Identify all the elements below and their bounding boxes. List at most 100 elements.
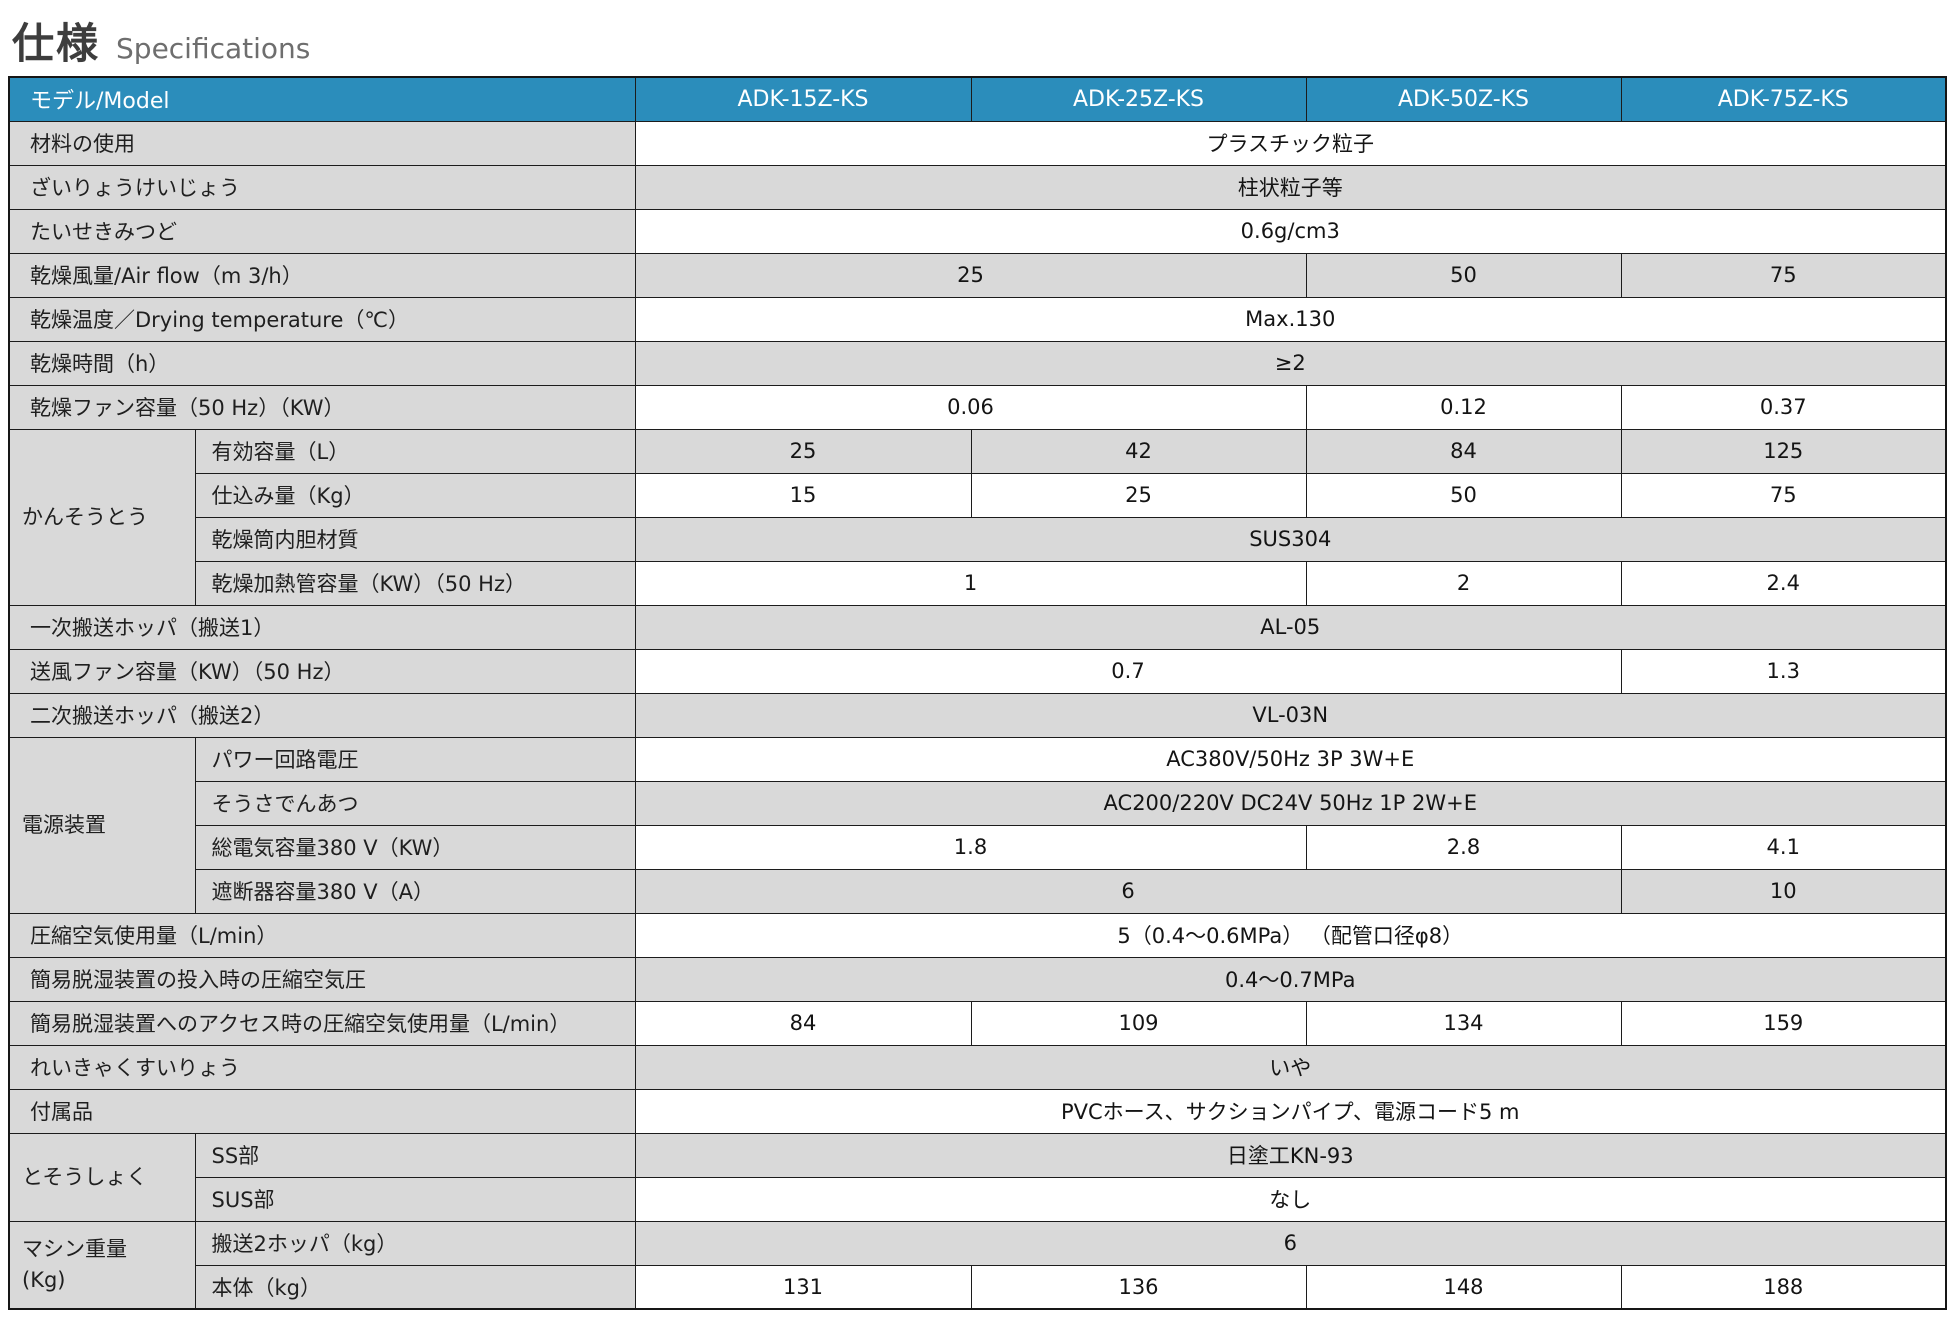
table-row: 本体（kg） 131 136 148 188 <box>9 1264 1947 1310</box>
row-label: 乾燥時間（h） <box>8 340 636 386</box>
table-row: たいせきみつど 0.6g/cm3 <box>8 208 1947 254</box>
cell-value: 159 <box>1620 1000 1947 1046</box>
cell-value: 1 <box>634 560 1307 606</box>
column-header-adk-25z-ks: ADK-25Z-KS <box>970 76 1307 122</box>
row-label: 乾燥風量/Air flow（m 3/h） <box>8 252 636 298</box>
cell-value: 日塗工KN-93 <box>634 1132 1947 1178</box>
page-title-english: Specifications <box>116 32 311 65</box>
row-label: 搬送2ホッパ（kg） <box>194 1220 636 1266</box>
table-row: 仕込み量（Kg） 15 25 50 75 <box>9 472 1947 518</box>
row-label: 簡易脱湿装置へのアクセス時の圧縮空気使用量（L/min） <box>8 1000 636 1046</box>
cell-value: 50 <box>1305 252 1622 298</box>
cell-value: AC380V/50Hz 3P 3W+E <box>634 736 1947 782</box>
cell-value: 42 <box>970 428 1307 474</box>
row-label: 乾燥ファン容量（50 Hz）（KW） <box>8 384 636 430</box>
page-title-japanese: 仕様 <box>12 19 101 68</box>
table-header-row: モデル/Model ADK-15Z-KS ADK-25Z-KS ADK-50Z-KS A… <box>8 76 1947 122</box>
cell-value: 109 <box>970 1000 1307 1046</box>
table-row: SUS部 なし <box>9 1176 1947 1222</box>
cell-value: 84 <box>634 1000 972 1046</box>
table-row: 材料の使用 プラスチック粒子 <box>8 120 1947 166</box>
row-label: ざいりょうけいじょう <box>8 164 636 210</box>
cell-value: 84 <box>1305 428 1622 474</box>
table-row: とそうしょく SS部 日塗工KN-93 <box>8 1132 1947 1222</box>
table-row: 圧縮空気使用量（L/min） 5（0.4～0.6MPa） （配管口径φ8） <box>8 912 1947 958</box>
cell-value: 25 <box>634 252 1307 298</box>
row-label: 本体（kg） <box>194 1264 636 1310</box>
row-label: れいきゃくすいりょう <box>8 1044 636 1090</box>
row-label: 仕込み量（Kg） <box>194 472 636 518</box>
cell-value: 4.1 <box>1620 824 1947 870</box>
group-label: 電源装置 <box>8 736 196 914</box>
cell-value: 2.8 <box>1305 824 1622 870</box>
cell-value: 125 <box>1620 428 1947 474</box>
row-label: 乾燥筒内胆材質 <box>194 516 636 562</box>
table-row: 乾燥筒内胆材質 SUS304 <box>9 516 1947 562</box>
cell-value: 131 <box>634 1264 972 1310</box>
row-label: たいせきみつど <box>8 208 636 254</box>
cell-value: AL-05 <box>634 604 1947 650</box>
table-row: 乾燥時間（h） ≥2 <box>8 340 1947 386</box>
cell-value: 5（0.4～0.6MPa） （配管口径φ8） <box>634 912 1947 958</box>
row-label: そうさでんあつ <box>194 780 636 826</box>
cell-value: 188 <box>1620 1264 1947 1310</box>
cell-value: 25 <box>970 472 1307 518</box>
cell-value: 0.37 <box>1620 384 1947 430</box>
cell-value: 0.4～0.7MPa <box>634 956 1947 1002</box>
cell-value: 6 <box>634 1220 1947 1266</box>
cell-value: 6 <box>634 868 1622 914</box>
row-label: SUS部 <box>194 1176 636 1222</box>
table-row: 簡易脱湿装置へのアクセス時の圧縮空気使用量（L/min） 84 109 134 159 <box>8 1000 1947 1046</box>
table-row: 送風ファン容量（KW）（50 Hz） 0.7 1.3 <box>8 648 1947 694</box>
cell-value: 148 <box>1305 1264 1622 1310</box>
cell-value: なし <box>634 1176 1947 1222</box>
cell-value: 0.06 <box>634 384 1307 430</box>
cell-value: 1.8 <box>634 824 1307 870</box>
cell-value: Max.130 <box>634 296 1947 342</box>
table-row: 乾燥風量/Air flow（m 3/h） 25 50 75 <box>8 252 1947 298</box>
row-label: 材料の使用 <box>8 120 636 166</box>
table-row: 電源装置 パワー回路電圧 AC380V/50Hz 3P 3W+E <box>8 736 1947 914</box>
cell-value: 0.7 <box>634 648 1622 694</box>
cell-value: AC200/220V DC24V 50Hz 1P 2W+E <box>634 780 1947 826</box>
column-header-model: モデル/Model <box>8 76 636 122</box>
column-header-adk-50z-ks: ADK-50Z-KS <box>1305 76 1622 122</box>
table-row: マシン重量 (Kg) 搬送2ホッパ（kg） 6 <box>8 1220 1947 1310</box>
row-label: 一次搬送ホッパ（搬送1） <box>8 604 636 650</box>
cell-value: 0.6g/cm3 <box>634 208 1947 254</box>
row-label: 二次搬送ホッパ（搬送2） <box>8 692 636 738</box>
column-header-adk-15z-ks: ADK-15Z-KS <box>634 76 972 122</box>
cell-value: 柱状粒子等 <box>634 164 1947 210</box>
group-label: マシン重量 (Kg) <box>8 1220 196 1310</box>
row-label: SS部 <box>194 1132 636 1178</box>
row-label: 遮断器容量380 V（A） <box>194 868 636 914</box>
cell-value: いや <box>634 1044 1947 1090</box>
table-row: 乾燥温度／Drying temperature（℃） Max.130 <box>8 296 1947 342</box>
row-label: 圧縮空気使用量（L/min） <box>8 912 636 958</box>
cell-value: PVCホース、サクションパイプ、電源コード5 m <box>634 1088 1947 1134</box>
cell-value: ≥2 <box>634 340 1947 386</box>
table-row: 乾燥ファン容量（50 Hz）（KW） 0.06 0.12 0.37 <box>8 384 1947 430</box>
page-title: 仕様 Specifications <box>12 10 1958 68</box>
table-row: 簡易脱湿装置の投入時の圧縮空気圧 0.4～0.7MPa <box>8 956 1947 1002</box>
cell-value: 10 <box>1620 868 1947 914</box>
row-label: 乾燥温度／Drying temperature（℃） <box>8 296 636 342</box>
row-label: パワー回路電圧 <box>194 736 636 782</box>
table-row: 乾燥加熱管容量（KW）（50 Hz） 1 2 2.4 <box>9 560 1947 606</box>
cell-value: VL-03N <box>634 692 1947 738</box>
table-row: ざいりょうけいじょう 柱状粒子等 <box>8 164 1947 210</box>
cell-value: 134 <box>1305 1000 1622 1046</box>
cell-value: 15 <box>634 472 972 518</box>
table-body: 材料の使用 プラスチック粒子 ざいりょうけいじょう 柱状粒子等 たいせきみつど 0.6g/… <box>8 120 1947 1310</box>
row-label: 簡易脱湿装置の投入時の圧縮空気圧 <box>8 956 636 1002</box>
table-row: 総電気容量380 V（KW） 1.8 2.8 4.1 <box>9 824 1947 870</box>
table-row: 遮断器容量380 V（A） 6 10 <box>9 868 1947 914</box>
cell-value: 136 <box>970 1264 1307 1310</box>
column-header-adk-75z-ks: ADK-75Z-KS <box>1620 76 1947 122</box>
table-row: 一次搬送ホッパ（搬送1） AL-05 <box>8 604 1947 650</box>
row-label: 乾燥加熱管容量（KW）（50 Hz） <box>194 560 636 606</box>
row-label: 送風ファン容量（KW）（50 Hz） <box>8 648 636 694</box>
row-label: 総電気容量380 V（KW） <box>194 824 636 870</box>
cell-value: 25 <box>634 428 972 474</box>
cell-value: プラスチック粒子 <box>634 120 1947 166</box>
